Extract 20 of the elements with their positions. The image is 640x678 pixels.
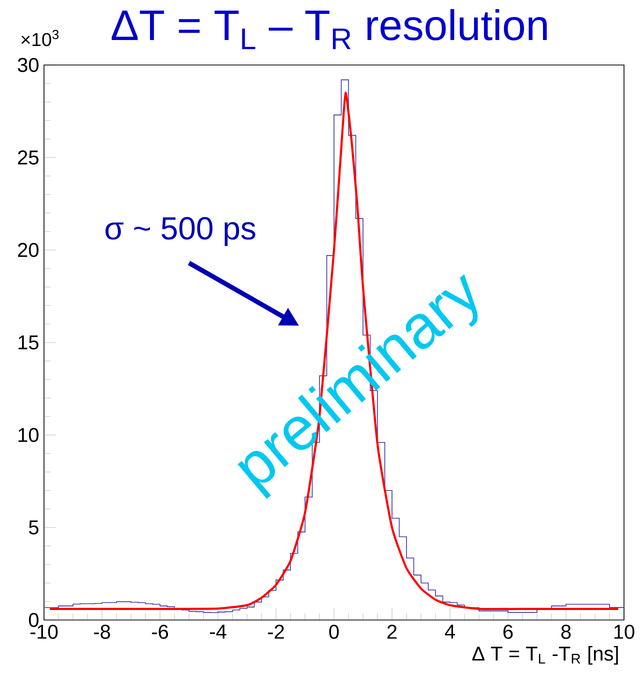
annotation: σ ~ 500 ps	[106, 217, 256, 246]
x-tick-label: 2	[388, 624, 397, 639]
y-tick-label: 30	[18, 58, 39, 72]
y-tick-label: 20	[18, 242, 39, 258]
y-tick-label: 5	[29, 520, 39, 534]
text: ×10$^{3}$	[22, 30, 59, 46]
y-tick-label: 10	[18, 428, 39, 442]
x-tick-label: 10	[614, 624, 635, 639]
x-axis-title: Δ T = T$_{L}$ -T$_{R}$ [ns]	[472, 646, 618, 665]
x-tick-label: 0	[329, 624, 339, 639]
y-tick-label: 15	[18, 336, 39, 350]
x-tick-label: -8	[94, 624, 110, 639]
x-tick-label: -4	[210, 624, 227, 638]
y-tick-label: 25	[18, 150, 39, 165]
x-tick-label: 8	[562, 624, 571, 639]
chart-title: ΔT = T$_{L}$ – T$_{R}$ resolution	[112, 9, 547, 50]
x-tick-label: 6	[504, 624, 513, 639]
x-tick-label: -6	[152, 624, 168, 639]
x-tick-label: -2	[268, 624, 284, 639]
x-tick-label: 4	[445, 624, 456, 638]
